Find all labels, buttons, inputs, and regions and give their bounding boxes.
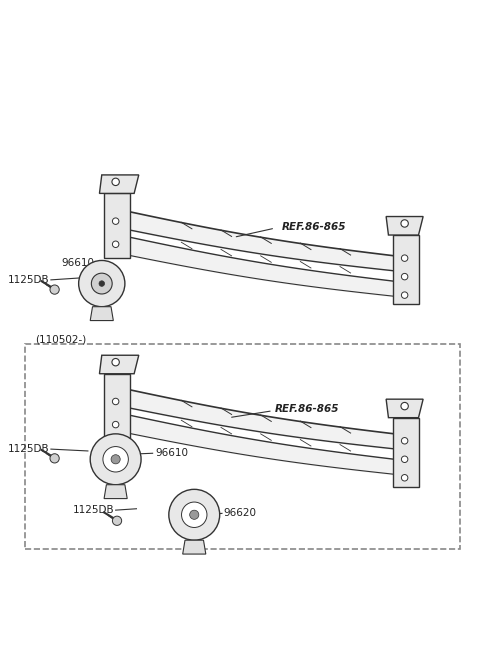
Circle shape <box>181 502 207 527</box>
Circle shape <box>111 455 120 464</box>
Circle shape <box>401 402 408 410</box>
Text: 1125DB: 1125DB <box>8 444 49 454</box>
Text: 96620: 96620 <box>223 508 256 518</box>
Polygon shape <box>90 307 113 320</box>
Polygon shape <box>386 399 423 418</box>
Polygon shape <box>393 418 419 487</box>
Circle shape <box>401 292 408 299</box>
Circle shape <box>401 255 408 261</box>
Polygon shape <box>183 540 206 554</box>
Circle shape <box>112 241 119 248</box>
Text: 96610: 96610 <box>155 448 188 458</box>
Circle shape <box>99 281 105 286</box>
Circle shape <box>112 398 119 405</box>
Circle shape <box>112 421 119 428</box>
Text: 96610: 96610 <box>62 258 95 268</box>
Polygon shape <box>386 217 423 235</box>
Circle shape <box>103 447 128 472</box>
Circle shape <box>401 456 408 462</box>
Text: REF.86-865: REF.86-865 <box>275 404 340 415</box>
Text: REF.86-865: REF.86-865 <box>282 221 347 232</box>
Polygon shape <box>99 175 139 193</box>
Circle shape <box>401 220 408 227</box>
Circle shape <box>401 438 408 444</box>
Circle shape <box>169 489 220 540</box>
Circle shape <box>190 510 199 519</box>
Polygon shape <box>104 485 127 498</box>
Polygon shape <box>104 193 130 258</box>
Text: 1125DB: 1125DB <box>72 505 114 515</box>
Circle shape <box>112 218 119 225</box>
Circle shape <box>401 273 408 280</box>
Polygon shape <box>99 355 139 374</box>
Circle shape <box>79 261 125 307</box>
Circle shape <box>50 454 59 463</box>
Text: 1125DB: 1125DB <box>8 275 49 285</box>
Circle shape <box>112 358 120 366</box>
Circle shape <box>90 434 141 485</box>
Circle shape <box>112 178 120 185</box>
Circle shape <box>112 516 121 525</box>
Circle shape <box>401 474 408 481</box>
Circle shape <box>50 285 59 294</box>
Polygon shape <box>104 374 130 438</box>
Text: (110502-): (110502-) <box>35 334 86 344</box>
Circle shape <box>91 273 112 294</box>
Polygon shape <box>393 235 419 305</box>
